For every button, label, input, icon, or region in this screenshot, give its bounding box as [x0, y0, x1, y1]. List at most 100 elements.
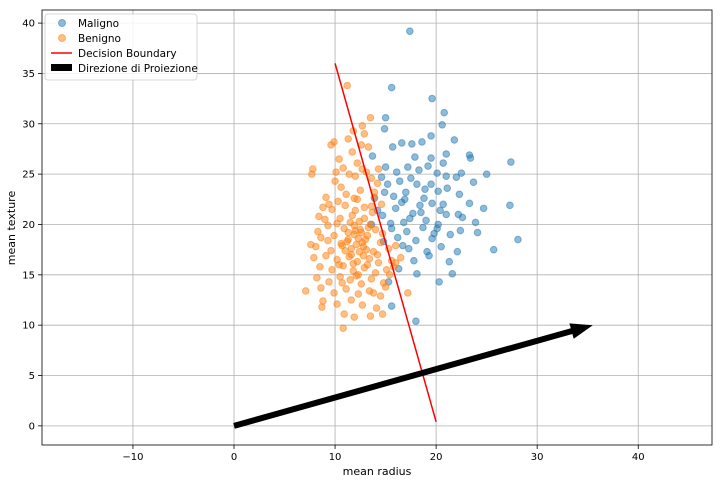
- maligno-point: [408, 140, 416, 148]
- benigno-point: [318, 303, 326, 311]
- x-tick-label: 0: [231, 452, 237, 463]
- maligno-point: [479, 204, 488, 213]
- maligno-point: [389, 192, 398, 201]
- maligno-point: [381, 163, 390, 171]
- maligno-point: [402, 188, 410, 197]
- maligno-point: [458, 213, 467, 222]
- maligno-point: [427, 154, 435, 162]
- maligno-point: [439, 159, 447, 167]
- maligno-point: [405, 244, 413, 253]
- maligno-point: [400, 195, 409, 204]
- maligno-point: [381, 113, 390, 122]
- maligno-point: [413, 180, 421, 189]
- benigno-point: [342, 190, 350, 199]
- maligno-point: [448, 270, 457, 278]
- benigno-point: [342, 285, 350, 293]
- benigno-point: [328, 265, 336, 274]
- maligno-point: [442, 150, 451, 158]
- legend-marker-maligno: [58, 19, 66, 27]
- maligno-point: [410, 256, 418, 265]
- legend-label-maligno: Maligno: [78, 18, 119, 30]
- y-tick-label: 40: [22, 19, 35, 30]
- benigno-point: [335, 260, 343, 269]
- benigno-point: [327, 246, 335, 255]
- benigno-point: [313, 274, 321, 282]
- benigno-point: [325, 200, 333, 209]
- benigno-point: [344, 135, 352, 143]
- benigno-point: [337, 239, 345, 248]
- maligno-point: [471, 218, 480, 227]
- legend-box: [44, 13, 198, 81]
- benigno-point: [331, 177, 339, 185]
- maligno-point: [424, 162, 432, 170]
- benigno-point: [343, 81, 351, 90]
- maligno-point: [443, 184, 452, 193]
- maligno-point: [506, 201, 514, 210]
- benigno-point: [315, 212, 323, 221]
- benigno-point: [359, 251, 368, 260]
- benigno-point: [366, 113, 375, 122]
- maligno-point: [453, 247, 462, 256]
- maligno-point: [387, 83, 396, 92]
- benigno-point: [360, 130, 369, 138]
- benigno-point: [350, 313, 359, 321]
- benigno-point: [322, 193, 330, 202]
- benigno-point: [332, 168, 340, 176]
- benigno-point: [341, 246, 349, 255]
- maligno-point: [452, 173, 461, 181]
- benigno-point: [376, 238, 385, 247]
- benigno-point: [322, 251, 330, 260]
- maligno-point: [438, 120, 446, 129]
- benigno-point: [349, 259, 358, 268]
- benigno-point: [330, 231, 338, 240]
- benigno-point: [360, 203, 369, 212]
- maligno-point: [421, 185, 429, 194]
- benigno-point: [385, 271, 394, 279]
- benigno-point: [324, 221, 332, 230]
- y-axis-label: mean texture: [5, 191, 18, 266]
- maligno-point: [446, 230, 455, 239]
- maligno-point: [489, 245, 498, 254]
- plot-area: [233, 27, 593, 429]
- benigno-point: [339, 164, 347, 172]
- maligno-point: [387, 302, 396, 310]
- benigno-point: [371, 269, 380, 277]
- benigno-point: [364, 223, 373, 232]
- benigno-point: [353, 159, 362, 167]
- benigno-point: [346, 218, 355, 227]
- benigno-point: [333, 219, 341, 228]
- benigno-point: [356, 225, 365, 234]
- benigno-point: [335, 155, 343, 163]
- grid-lines: [42, 10, 712, 445]
- maligno-point: [416, 201, 424, 210]
- y-tick-label: 35: [22, 69, 35, 80]
- benigno-point: [363, 260, 372, 269]
- maligno-point: [439, 200, 447, 209]
- benigno-point: [334, 197, 342, 206]
- maligno-point: [436, 206, 444, 215]
- benigno-point: [346, 276, 355, 284]
- maligno-point: [383, 180, 392, 189]
- maligno-point: [428, 234, 436, 243]
- benigno-point: [357, 280, 366, 288]
- benigno-point: [366, 312, 375, 320]
- maligno-point: [404, 163, 412, 171]
- x-axis-ticks: −10 0 10 20 30 40: [122, 445, 645, 463]
- benigno-point: [356, 186, 365, 195]
- benigno-point: [354, 290, 363, 298]
- benigno-point: [374, 165, 383, 173]
- benigno-point: [338, 279, 346, 287]
- y-tick-label: 20: [22, 220, 35, 231]
- benigno-point: [314, 227, 322, 236]
- maligno-point: [422, 216, 430, 225]
- maligno-point: [433, 169, 441, 177]
- maligno-point: [412, 236, 420, 245]
- x-tick-label: 40: [632, 452, 645, 463]
- maligno-point: [456, 226, 465, 235]
- maligno-point: [419, 223, 427, 232]
- legend-label-benigno: Benigno: [78, 33, 121, 45]
- benigno-point: [325, 278, 333, 286]
- maligno-point: [433, 224, 441, 233]
- maligno-point: [377, 173, 386, 181]
